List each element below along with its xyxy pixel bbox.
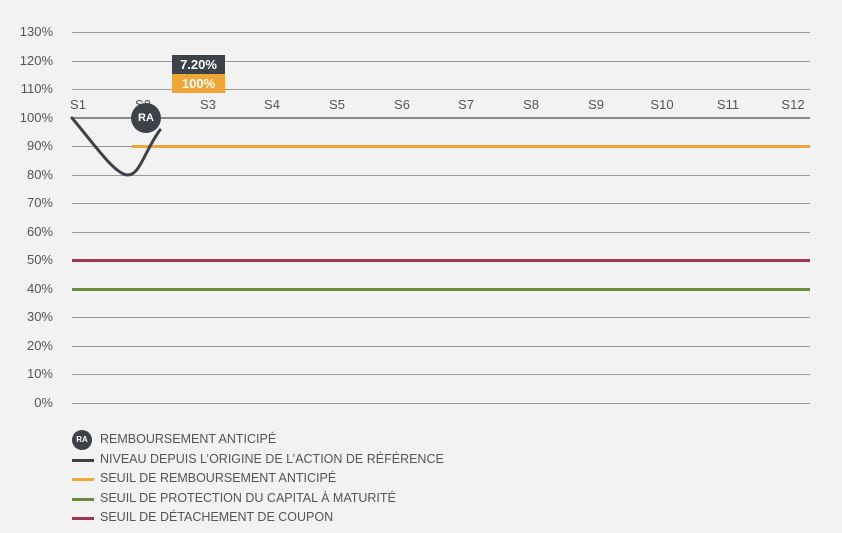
legend-label: SEUIL DE REMBOURSEMENT ANTICIPÉ <box>100 471 337 485</box>
x-tick-label: S12 <box>781 97 805 112</box>
line-swatch-icon <box>72 497 94 501</box>
y-tick-label: 50% <box>26 252 53 267</box>
tooltip-level: 100% <box>172 74 225 93</box>
x-tick-label: S9 <box>588 97 604 112</box>
gridline <box>72 89 810 90</box>
y-tick-label: 110% <box>20 81 53 96</box>
early-redemption-marker[interactable]: RA <box>131 103 161 133</box>
gridline <box>72 374 810 375</box>
gridline <box>72 317 810 318</box>
x-tick-label: S8 <box>523 97 539 112</box>
gridline <box>72 61 810 62</box>
x-tick-label: S10 <box>650 97 674 112</box>
x-tick-label: S1 <box>70 97 86 112</box>
x-tick-label: S6 <box>394 97 410 112</box>
tooltip-coupon: 7.20% <box>172 55 225 74</box>
early-redemption-threshold-line <box>132 145 810 148</box>
y-tick-label: 130% <box>19 24 53 39</box>
x-tick-label: S7 <box>458 97 474 112</box>
y-tick-label: 10% <box>26 366 53 381</box>
legend-label: SEUIL DE DÉTACHEMENT DE COUPON <box>100 510 334 524</box>
y-tick-label: 40% <box>26 281 53 296</box>
line-swatch-icon <box>72 478 94 481</box>
line-swatch-icon <box>72 517 94 520</box>
legend-label: NIVEAU DEPUIS L’ORIGINE DE L’ACTION DE R… <box>100 451 444 466</box>
y-tick-label: 0% <box>34 395 53 410</box>
gridline <box>72 203 810 204</box>
y-tick-label: 120% <box>19 53 53 68</box>
x-tick-label: S5 <box>329 97 345 112</box>
gridline <box>72 32 810 33</box>
y-tick-label: 90% <box>26 138 53 153</box>
line-swatch-icon <box>72 458 94 462</box>
x-tick-label: S3 <box>200 97 216 112</box>
x-tick-label: S11 <box>716 97 740 112</box>
y-tick-label: 60% <box>26 224 53 239</box>
y-tick-label: 20% <box>26 338 53 353</box>
gridline <box>72 346 810 347</box>
gridline <box>72 232 810 233</box>
y-tick-label: 100% <box>19 110 53 125</box>
gridline <box>72 403 810 404</box>
y-tick-label: 70% <box>26 195 53 210</box>
ra-marker-icon: RA <box>72 430 92 450</box>
gridline <box>72 175 810 176</box>
legend-label: SEUIL DE PROTECTION DU CAPITAL À MATURIT… <box>100 490 396 505</box>
gridline-100 <box>72 117 810 119</box>
x-tick-label: S4 <box>264 97 280 112</box>
y-tick-label: 30% <box>26 309 53 324</box>
capital-protection-threshold-line <box>72 288 810 291</box>
legend-label: REMBOURSEMENT ANTICIPÉ <box>100 432 277 446</box>
coupon-threshold-line <box>72 259 810 262</box>
y-tick-label: 80% <box>26 167 53 182</box>
